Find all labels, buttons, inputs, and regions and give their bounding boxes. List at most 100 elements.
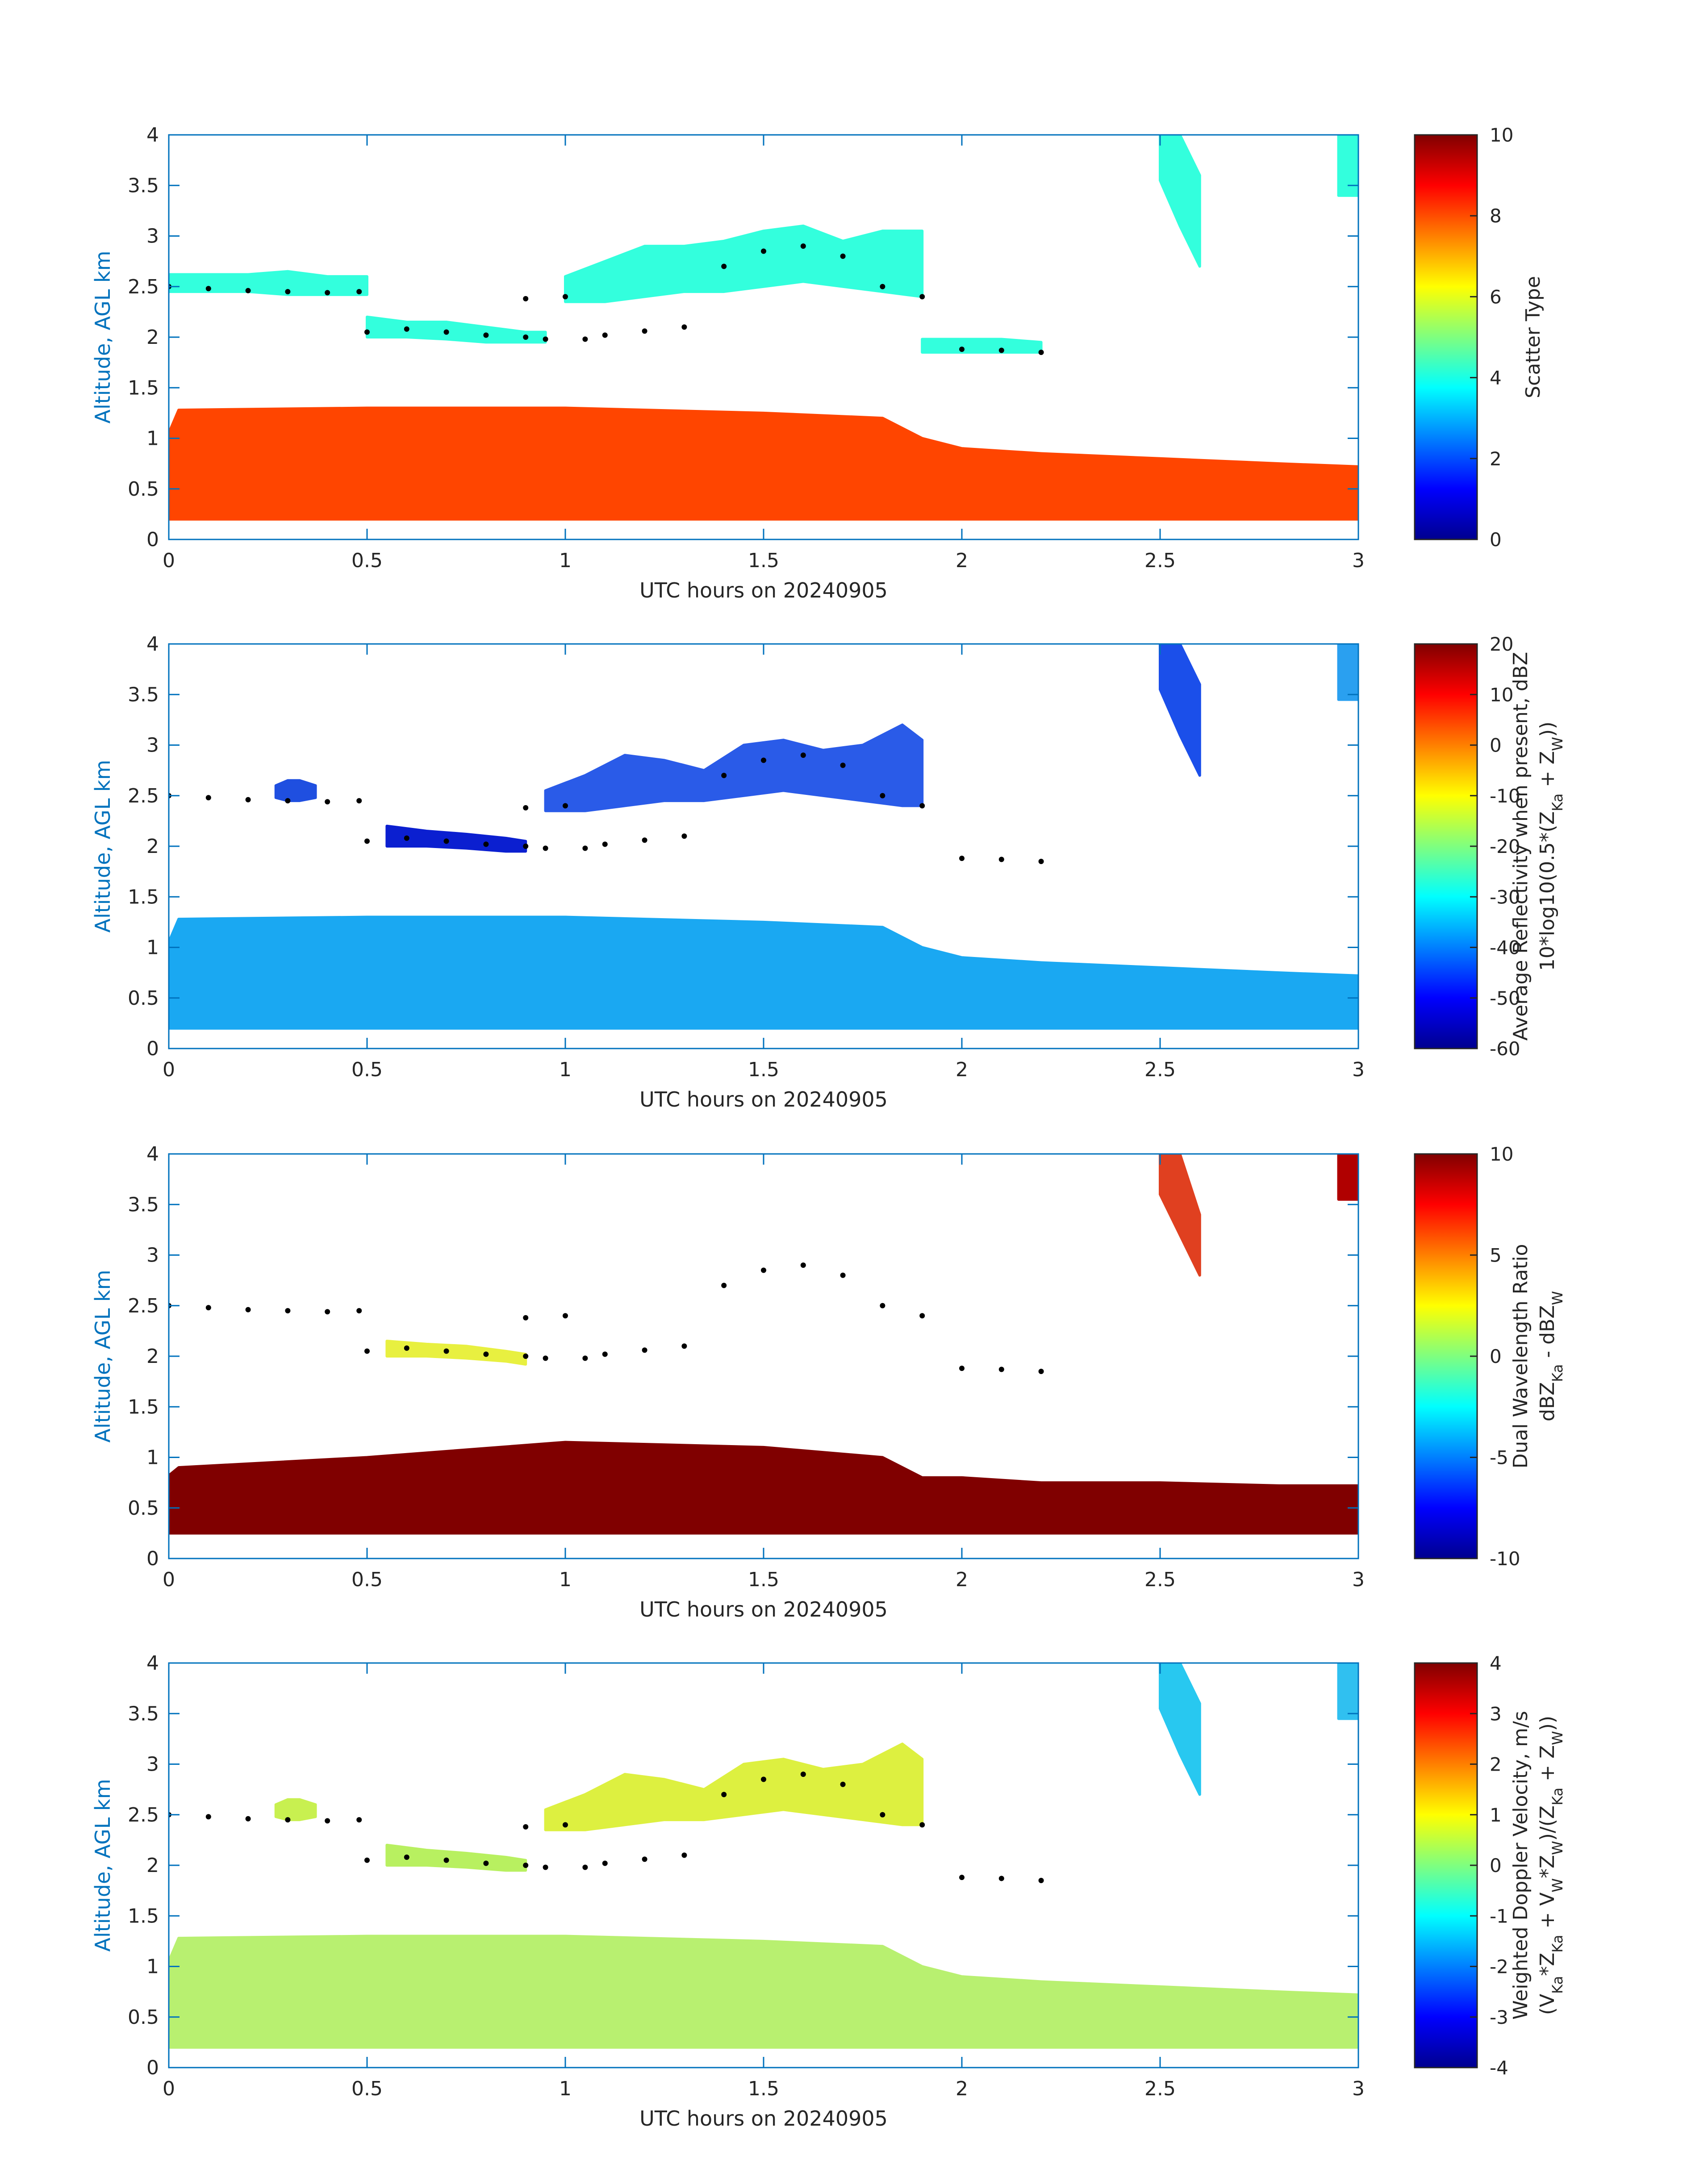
colorbar-label: Weighted Doppler Velocity, m/s (VKa*ZKa +… [1509, 1711, 1566, 2020]
subscript: W [1549, 737, 1566, 751]
cloud-top-marker [761, 1267, 766, 1273]
colorbar-tick-label: -3 [1490, 2006, 1508, 2028]
cloud-top-marker [285, 798, 291, 804]
colorbar-tick-label: 2 [1490, 448, 1502, 470]
colorbar-tick-label: 0 [1490, 529, 1502, 551]
y-tick-label: 2 [146, 326, 159, 349]
x-axis-label: UTC hours on 20240905 [639, 2106, 888, 2131]
cloud-top-marker [959, 347, 965, 352]
cloud-top-marker [840, 253, 846, 259]
x-tick-label: 2.5 [1144, 1058, 1176, 1081]
cloud-top-marker [205, 1814, 211, 1820]
colorbar [1414, 1662, 1478, 2068]
colorbar-label-line: Weighted Doppler Velocity, m/s [1509, 1711, 1532, 2020]
subscript: W [1549, 1731, 1566, 1745]
echo-layer-4 [544, 1742, 924, 1831]
cloud-top-marker [483, 332, 489, 338]
cloud-top-marker [356, 1308, 362, 1314]
echo-layer-1 [169, 1441, 1358, 1535]
x-tick-label: 0.5 [351, 1058, 383, 1081]
colorbar-tick-label: -10 [1490, 1548, 1520, 1570]
subscript: Ka [1549, 1976, 1566, 1994]
echo-layer-3 [385, 1843, 527, 1872]
cloud-top-marker [919, 1822, 925, 1828]
cloud-top-marker [523, 805, 529, 811]
formula-text: 10*log10(0.5*(Z [1536, 811, 1559, 971]
y-tick-label: 3.5 [128, 1193, 159, 1216]
colorbar-label-formula: (VKa*ZKa + VW*ZW)/(ZKa + ZW)) [1536, 1716, 1566, 2015]
cloud-top-marker [998, 1366, 1004, 1372]
x-tick-label: 3 [1352, 549, 1365, 572]
y-axis-label: Altitude, AGL km [91, 1270, 115, 1442]
cloud-top-marker [563, 1822, 568, 1828]
x-axis-label: UTC hours on 20240905 [639, 1597, 888, 1621]
colorbar-label: Dual Wavelength Ratio dBZKa - dBZW [1509, 1244, 1566, 1469]
y-tick-label: 0 [146, 2056, 159, 2079]
x-tick-label: 2.5 [1144, 549, 1176, 572]
cloud-top-marker [998, 857, 1004, 862]
colorbar-tick-label: 0 [1490, 735, 1502, 756]
cloud-top-marker [1038, 349, 1044, 355]
y-tick-label: 2.5 [128, 1804, 159, 1826]
y-tick-label: 1 [146, 1956, 159, 1978]
panel-3: 0 0.5 1 1.5 2 2.5 3 0 0.5 1 1.5 2 2.5 3 3.5 4 UTC hours … [91, 1143, 1566, 1621]
echo-layer-2 [274, 1798, 317, 1822]
cloud-top-marker [721, 773, 727, 778]
subscript: Ka [1549, 1935, 1566, 1953]
colorbar-tick-label: 20 [1490, 633, 1513, 655]
colorbar-tick-label: 2 [1490, 1754, 1502, 1776]
x-tick-label: 3 [1352, 1058, 1365, 1081]
echo-layer-7 [1337, 135, 1358, 197]
x-tick-label: 0.5 [351, 549, 383, 572]
cloud-top-marker [681, 324, 687, 330]
cloud-top-marker [642, 328, 647, 334]
cloud-top-marker [443, 838, 449, 844]
y-tick-label: 1.5 [128, 376, 159, 399]
cloud-top-marker [404, 326, 409, 332]
cloud-top-marker [364, 1857, 370, 1863]
cloud-top-marker [959, 1875, 965, 1880]
cloud-top-marker [285, 1817, 291, 1823]
echo-layer-1 [169, 1935, 1358, 2049]
cloud-top-marker [602, 1351, 608, 1357]
cloud-top-marker [681, 1852, 687, 1858]
echo-layer-4 [544, 723, 924, 812]
y-axis-label: Altitude, AGL km [91, 251, 115, 423]
cloud-top-marker [840, 1272, 846, 1278]
cloud-top-marker [356, 289, 362, 295]
echo-layer-3 [1159, 1154, 1201, 1277]
cloud-top-marker [523, 1863, 529, 1868]
x-tick-label: 2 [956, 549, 968, 572]
y-tick-label: 3 [146, 1753, 159, 1776]
colorbar-tick-label: 8 [1490, 205, 1502, 227]
cloud-top-marker [443, 1857, 449, 1863]
cloud-top-marker [325, 799, 330, 805]
x-tick-label: 1.5 [748, 1058, 779, 1081]
cloud-top-marker [998, 1876, 1004, 1881]
cloud-top-marker [1038, 1877, 1044, 1883]
cloud-top-marker [325, 1309, 330, 1315]
data-layer [169, 135, 1358, 521]
y-tick-label: 3.5 [128, 683, 159, 706]
echo-layer-5 [1159, 644, 1201, 777]
cloud-top-marker [919, 294, 925, 300]
cloud-top-marker [543, 1355, 548, 1361]
cloud-top-marker [840, 762, 846, 768]
cloud-top-marker [404, 1345, 409, 1351]
cloud-top-marker [800, 752, 806, 758]
cloud-top-marker [1038, 1368, 1044, 1374]
y-tick-label: 3.5 [128, 1702, 159, 1725]
panel-1: 0 0.5 1 1.5 2 2.5 3 0 0.5 1 1.5 2 2.5 3 3.5 4 UTC hours … [91, 124, 1545, 602]
y-tick-label: 4 [146, 124, 159, 146]
colorbar-tick-label: -10 [1490, 785, 1520, 807]
echo-layer-3 [366, 315, 547, 344]
cloud-top-marker [563, 1313, 568, 1319]
x-tick-label: 0 [163, 1568, 175, 1591]
colorbar-tick-label: 1 [1490, 1804, 1502, 1826]
y-axis-label: Altitude, AGL km [91, 1779, 115, 1951]
x-tick-label: 1.5 [748, 2077, 779, 2100]
y-tick-label: 3 [146, 225, 159, 248]
colorbar [1414, 643, 1478, 1049]
colorbar-tick-label: 10 [1490, 124, 1513, 146]
